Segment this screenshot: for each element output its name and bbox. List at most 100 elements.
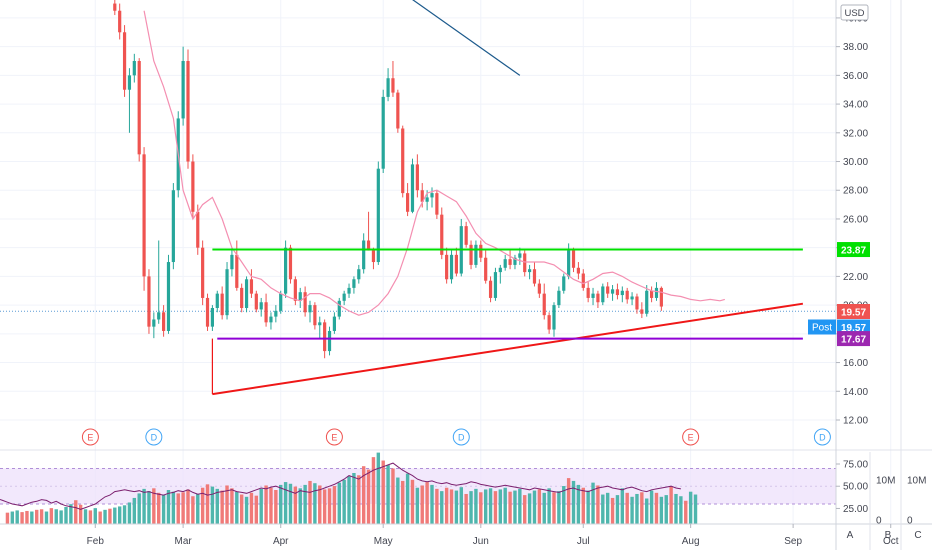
volume-bar (215, 488, 219, 524)
oscillator-axis-tick-label: 50.00 (843, 482, 868, 493)
scale-log-button[interactable]: B (884, 530, 892, 541)
candle (547, 312, 551, 334)
volume-bar (15, 510, 19, 524)
candle (205, 293, 210, 331)
candle-body (357, 269, 361, 280)
candle (645, 285, 649, 317)
currency-badge[interactable]: USD (840, 4, 869, 21)
candle (162, 305, 166, 337)
price-axis-tick-label: 36.00 (843, 71, 868, 82)
volume-bar (132, 497, 137, 524)
resistance-price-tag[interactable]: 23.87 (837, 242, 870, 258)
time-axis-label: Feb (87, 536, 105, 547)
volume-bar (586, 490, 590, 524)
candle (225, 262, 229, 320)
candle-body (337, 300, 341, 317)
price-axis[interactable]: 12.0014.0016.0018.0020.0022.0024.0026.00… (836, 13, 868, 427)
post-price-tag[interactable]: 19.57 (837, 319, 870, 335)
volume-bar (303, 484, 307, 524)
volume-bar (337, 482, 341, 524)
candle (498, 264, 502, 284)
price-axis-tick-label: 32.00 (843, 128, 868, 139)
volume-bar (576, 484, 581, 524)
scale-auto-button[interactable]: A (846, 530, 854, 541)
candle-body (474, 244, 478, 265)
volume-bar (664, 495, 668, 524)
candle (371, 247, 376, 270)
candle-body (410, 164, 415, 212)
support-price-tag[interactable]: 17.67 (837, 331, 870, 347)
candle-body (201, 247, 205, 298)
event-marker-earnings[interactable]: E (325, 428, 343, 446)
support-price-tag-value: 17.67 (841, 334, 866, 345)
time-axis[interactable]: FebMarAprMayJunJulAugSepOctNov (87, 524, 932, 547)
trendline[interactable] (398, 0, 521, 76)
candle (591, 287, 595, 306)
event-marker-circle (145, 428, 163, 446)
event-marker-earnings[interactable]: E (682, 428, 700, 446)
candle (440, 207, 444, 260)
candle-body (137, 61, 141, 155)
trendline[interactable] (212, 302, 804, 396)
candle (484, 250, 488, 284)
candle-body (362, 240, 366, 270)
candle-body (254, 293, 258, 310)
volume-bar (669, 486, 673, 524)
volume-bar (205, 484, 210, 524)
event-marker-dividend[interactable]: D (452, 428, 470, 446)
candle-body (528, 269, 532, 273)
candle (166, 254, 171, 334)
event-marker-label: E (688, 433, 694, 443)
volume-bar (137, 493, 141, 524)
time-axis-label: Mar (175, 536, 193, 547)
candle-body (327, 330, 332, 352)
volume-bar (518, 488, 522, 524)
candle-body (166, 262, 171, 331)
volume-bar (596, 485, 600, 524)
candle-body (640, 309, 644, 314)
candle (376, 161, 380, 265)
volume-bar (49, 508, 54, 524)
volume-axis[interactable]: 10M 0 10M 0 (876, 476, 926, 527)
volume-bar (357, 475, 361, 524)
candle (196, 204, 200, 255)
volume-bar (127, 502, 132, 524)
time-axis-label: Jul (577, 536, 590, 547)
volume-bar (459, 487, 463, 524)
candle-body (586, 287, 590, 298)
event-marker-earnings[interactable]: E (81, 428, 99, 446)
volume-bar (688, 491, 693, 524)
volume-bar (435, 488, 439, 524)
price-axis-tick-label: 34.00 (843, 100, 868, 111)
candle-body (293, 279, 297, 301)
volume-bar (298, 488, 302, 524)
price-axis-tick-label: 28.00 (843, 186, 868, 197)
candle (381, 89, 385, 174)
oscillator-axis[interactable]: 25.00 50.00 75.00 (836, 460, 868, 515)
candle-body (240, 287, 244, 308)
time-axis-label: Apr (273, 536, 289, 547)
post-market-badge[interactable]: Post (808, 319, 836, 335)
event-marker-circle (325, 428, 343, 446)
volume-bar (74, 500, 78, 524)
candle-body (371, 250, 376, 263)
candle-body (186, 61, 190, 162)
candle-body (503, 259, 507, 268)
volume-bar (235, 491, 239, 524)
volume-bar (498, 489, 503, 524)
last-price-tag[interactable]: 19.57 (837, 304, 870, 319)
candle (445, 247, 449, 284)
candle (357, 264, 361, 284)
candle (298, 287, 302, 308)
price-axis-tick-label: 38.00 (843, 42, 868, 53)
candle-body (205, 297, 210, 327)
volume-bar (59, 510, 63, 524)
scale-compare-button[interactable]: C (914, 530, 922, 541)
event-marker-dividend[interactable]: D (145, 428, 163, 446)
candle-body (264, 302, 268, 323)
candle-body (523, 253, 527, 273)
candle-body (420, 190, 424, 202)
volume-bar (679, 496, 683, 524)
event-marker-dividend[interactable]: D (813, 428, 831, 446)
